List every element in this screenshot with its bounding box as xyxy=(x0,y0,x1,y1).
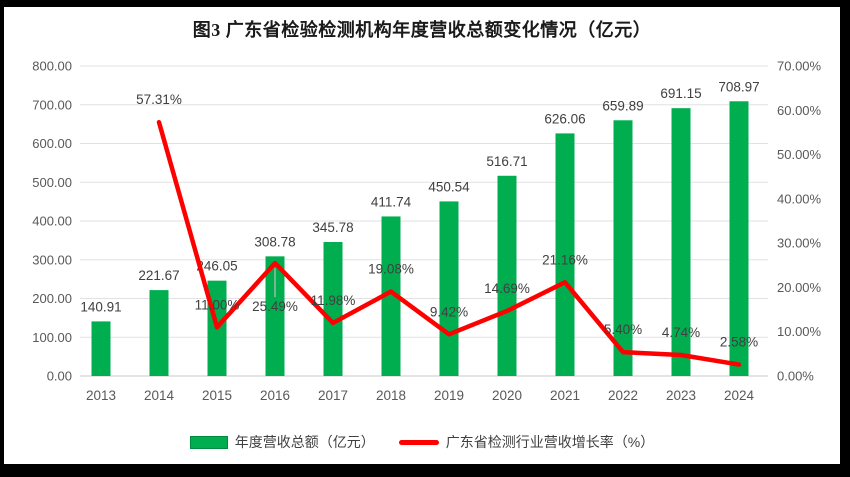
growth-rate-line xyxy=(156,119,742,367)
bar-value-label: 708.97 xyxy=(718,79,759,94)
x-axis-label: 2016 xyxy=(260,388,290,403)
bar-value-label: 246.05 xyxy=(196,258,237,273)
bar-2019 xyxy=(439,200,459,376)
bar-value-label: 626.06 xyxy=(544,111,585,126)
legend-item-line: 广东省检测行业营收增长率（%） xyxy=(398,432,655,452)
bar-2023 xyxy=(671,107,691,376)
growth-rate-label: 19.08% xyxy=(368,261,414,276)
left-axis-tick: 500.00 xyxy=(32,174,72,189)
x-axis-label: 2020 xyxy=(492,388,522,403)
x-axis-label: 2017 xyxy=(318,388,348,403)
left-axis-tick: 700.00 xyxy=(32,97,72,112)
bar-value-label: 345.78 xyxy=(312,220,353,235)
combo-chart: 0.00 100.00 200.00 300.00 400.00 500.00 600.00… xyxy=(32,58,822,403)
legend-label-bar: 年度营收总额（亿元） xyxy=(234,434,375,451)
bar-value-label: 221.67 xyxy=(138,268,179,283)
bar-value-label: 308.78 xyxy=(254,234,295,249)
growth-rate-label: 25.49% xyxy=(252,299,298,314)
x-axis-label: 2018 xyxy=(376,388,406,403)
bar-value-label: 411.74 xyxy=(371,194,412,209)
line-series-swatch xyxy=(398,439,439,445)
chart-title: 图3 广东省检验检测机构年度营收总额变化情况（亿元） xyxy=(192,19,652,40)
bar-value-label: 516.71 xyxy=(486,153,527,168)
bar-value-label: 659.89 xyxy=(602,98,643,113)
left-axis-tick: 600.00 xyxy=(32,136,72,151)
bar-2020 xyxy=(497,175,517,376)
bar-series-swatch xyxy=(189,435,228,449)
right-axis-tick: 30.00% xyxy=(777,235,822,250)
left-axis-tick: 400.00 xyxy=(32,213,72,228)
right-axis-tick: 20.00% xyxy=(777,279,822,294)
bar-value-label: 450.54 xyxy=(428,179,470,194)
growth-rate-label: 9.42% xyxy=(430,304,468,319)
right-axis-tick: 60.00% xyxy=(777,102,822,117)
bar-2013 xyxy=(91,320,111,376)
right-axis-tick: 10.00% xyxy=(777,324,822,339)
left-axis-tick: 300.00 xyxy=(32,252,72,267)
x-axis-label: 2019 xyxy=(434,388,464,403)
growth-rate-label: 14.69% xyxy=(484,280,530,295)
bar-value-label: 140.91 xyxy=(80,299,121,314)
left-axis-tick: 0.00 xyxy=(47,368,72,383)
bar-2024 xyxy=(729,100,749,376)
bar-2022 xyxy=(613,119,633,376)
bar-2018 xyxy=(381,215,401,376)
bar-2014 xyxy=(149,289,169,376)
x-axis-label: 2014 xyxy=(144,388,175,403)
growth-rate-label: 4.74% xyxy=(662,325,700,340)
right-axis-tick: 50.00% xyxy=(777,147,822,162)
chart-canvas: 图3 广东省检验检测机构年度营收总额变化情况（亿元） 0.00 100.00 200… xyxy=(4,7,840,464)
left-axis-tick: 100.00 xyxy=(32,329,72,344)
growth-rate-label: 21.16% xyxy=(542,252,588,267)
bar-2017 xyxy=(323,241,343,376)
growth-rate-label: 2.58% xyxy=(720,334,758,349)
x-axis-label: 2022 xyxy=(608,388,638,403)
bar-value-label: 691.15 xyxy=(660,86,701,101)
right-axis-tick: 70.00% xyxy=(777,58,822,73)
plot-area: 0.00 100.00 200.00 300.00 400.00 500.00 600.00… xyxy=(4,51,840,421)
left-axis-tick: 200.00 xyxy=(32,291,72,306)
x-axis-label: 2015 xyxy=(202,388,232,403)
legend-label-line: 广东省检测行业营收增长率（%） xyxy=(445,434,655,451)
growth-rate-label: 11.00% xyxy=(195,297,240,312)
bar-2016 xyxy=(265,255,285,376)
chart-legend: 年度营收总额（亿元） 广东省检测行业营收增长率（%） xyxy=(4,421,840,465)
growth-rate-label: 5.40% xyxy=(604,322,642,337)
x-axis-label: 2023 xyxy=(666,388,696,403)
right-axis-tick: 0.00% xyxy=(777,368,814,383)
legend-item-bar: 年度营收总额（亿元） xyxy=(189,432,375,452)
x-axis-label: 2021 xyxy=(550,388,580,403)
right-axis-tick: 40.00% xyxy=(777,191,822,206)
growth-rate-label: 11.98% xyxy=(311,292,356,307)
bar-2021 xyxy=(555,132,575,376)
left-axis-tick: 800.00 xyxy=(32,58,72,73)
x-axis-label: 2024 xyxy=(724,388,755,403)
x-axis-label: 2013 xyxy=(86,388,116,403)
growth-rate-label: 57.31% xyxy=(136,92,182,107)
